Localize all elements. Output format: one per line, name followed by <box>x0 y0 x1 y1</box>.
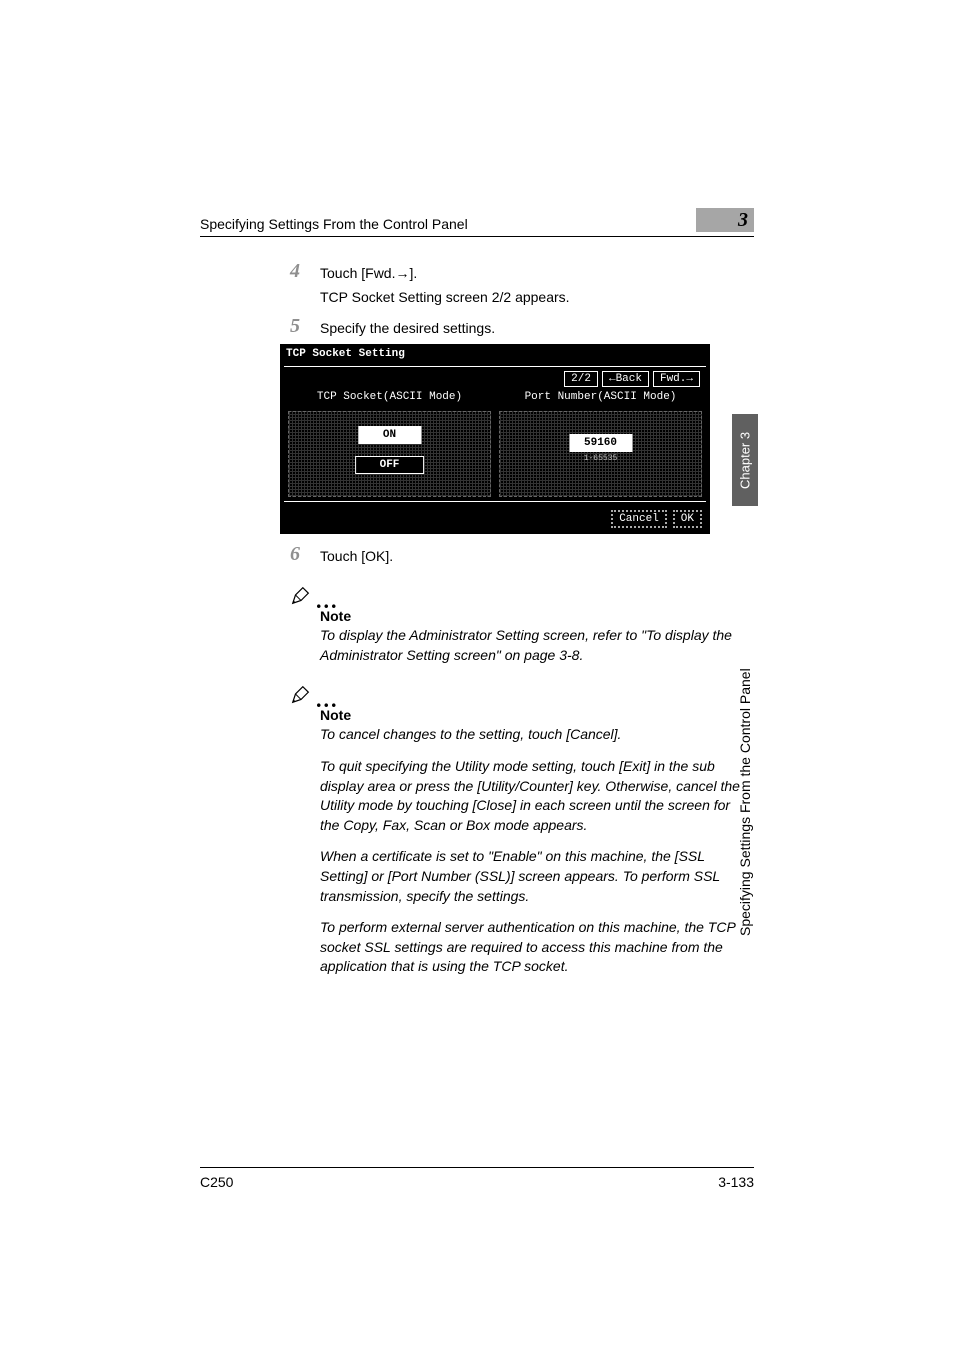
step-text: Touch [Fwd.→]. <box>320 261 745 283</box>
step-number: 5 <box>290 316 320 336</box>
note-block-1: ... Note To display the Administrator Se… <box>290 584 745 665</box>
screenshot-inner: 2/2 ←Back Fwd.→ TCP Socket(ASCII Mode) P… <box>284 366 706 502</box>
footer-right: 3-133 <box>718 1174 754 1190</box>
left-panel: ON OFF <box>288 411 491 497</box>
ok-button[interactable]: OK <box>673 510 702 528</box>
screenshot-footer: Cancel OK <box>611 510 702 528</box>
page: Specifying Settings From the Control Pan… <box>0 0 954 1350</box>
screenshot-labels: TCP Socket(ASCII Mode) Port Number(ASCII… <box>284 391 706 403</box>
side-section-label: Specifying Settings From the Control Pan… <box>732 516 758 936</box>
note-text: To perform external server authenticatio… <box>320 918 745 977</box>
step-text: Touch [OK]. <box>320 544 745 566</box>
step-4-sub: TCP Socket Setting screen 2/2 appears. <box>320 287 745 307</box>
chapter-number: 3 <box>738 209 748 232</box>
note-label: Note <box>320 707 745 723</box>
note-icon-row: ... <box>290 584 745 606</box>
page-indicator: 2/2 <box>564 371 598 387</box>
cancel-button[interactable]: Cancel <box>611 510 667 528</box>
side-chapter-tab: Chapter 3 <box>732 414 758 506</box>
step-number: 6 <box>290 544 320 564</box>
pencil-icon <box>290 683 312 705</box>
note-text: When a certificate is set to "Enable" on… <box>320 847 745 906</box>
note-block-2: ... Note To cancel changes to the settin… <box>290 683 745 977</box>
screenshot-title: TCP Socket Setting <box>280 344 710 362</box>
step-5: 5 Specify the desired settings. <box>290 316 745 338</box>
note-icon-row: ... <box>290 683 745 705</box>
step-6: 6 Touch [OK]. <box>290 544 745 566</box>
footer-left: C250 <box>200 1174 233 1190</box>
screenshot-nav: 2/2 ←Back Fwd.→ <box>564 371 700 387</box>
right-panel: 59160 1-65535 <box>499 411 702 497</box>
fwd-button[interactable]: Fwd.→ <box>653 371 700 387</box>
right-panel-label: Port Number(ASCII Mode) <box>495 391 706 403</box>
footer: C250 3-133 <box>200 1167 754 1190</box>
off-button[interactable]: OFF <box>355 456 425 474</box>
note-text: To display the Administrator Setting scr… <box>320 626 745 665</box>
note-text: To cancel changes to the setting, touch … <box>320 725 745 745</box>
note-label: Note <box>320 608 745 624</box>
note-dots: ... <box>316 694 339 705</box>
port-field[interactable]: 59160 <box>569 434 632 452</box>
step-text: Specify the desired settings. <box>320 316 745 338</box>
back-button[interactable]: ←Back <box>602 371 649 387</box>
chapter-badge: 3 <box>696 208 754 232</box>
step-number: 4 <box>290 261 320 281</box>
screenshot-panels: ON OFF 59160 1-65535 <box>284 407 706 501</box>
note-dots: ... <box>316 595 339 606</box>
left-panel-label: TCP Socket(ASCII Mode) <box>284 391 495 403</box>
note-text: To quit specifying the Utility mode sett… <box>320 757 745 835</box>
port-range: 1-65535 <box>584 454 618 463</box>
header-title: Specifying Settings From the Control Pan… <box>200 216 468 232</box>
header: Specifying Settings From the Control Pan… <box>200 208 754 237</box>
body: 4 Touch [Fwd.→]. TCP Socket Setting scre… <box>290 255 745 977</box>
on-button[interactable]: ON <box>358 426 421 444</box>
screenshot-tcp-socket: TCP Socket Setting 2/2 ←Back Fwd.→ TCP S… <box>280 344 710 534</box>
step-4: 4 Touch [Fwd.→]. <box>290 261 745 283</box>
pencil-icon <box>290 584 312 606</box>
